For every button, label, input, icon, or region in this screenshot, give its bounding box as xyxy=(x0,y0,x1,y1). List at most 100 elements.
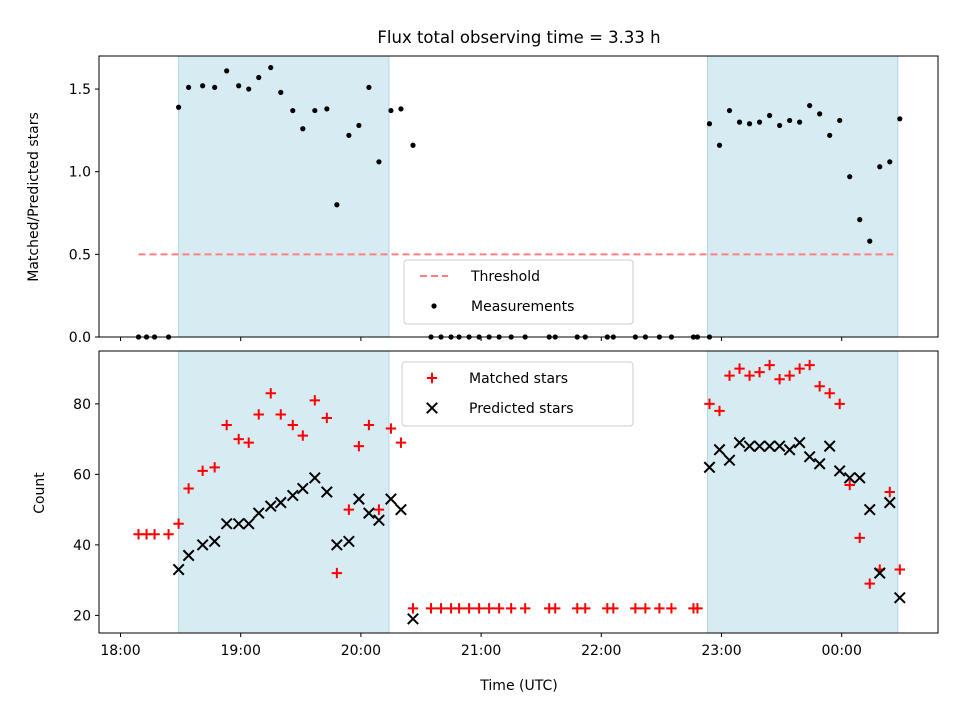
matched-stars-point xyxy=(265,388,276,399)
matched-stars-point xyxy=(183,483,194,494)
matched-stars-point xyxy=(834,398,845,410)
predicted-stars-point xyxy=(743,440,756,453)
matched-stars-point xyxy=(844,479,855,491)
matched-stars-point xyxy=(275,409,286,420)
y-tick-label: 80 xyxy=(73,397,91,413)
matched-stars-point xyxy=(764,359,775,371)
axes-frame xyxy=(98,55,939,338)
matched-stars-point xyxy=(343,504,355,515)
predicted-stars-point xyxy=(264,500,277,513)
matched-stars-point xyxy=(784,370,795,381)
matched-stars-point xyxy=(692,603,703,614)
legend-label: Predicted stars xyxy=(469,401,574,417)
predicted-stars-point xyxy=(733,436,746,449)
matched-stars-point xyxy=(754,366,765,378)
x-tick-label: 20:00 xyxy=(341,643,381,659)
predicted-stars-point xyxy=(373,514,385,527)
matched-stars-point xyxy=(884,486,895,498)
y-tick-label: 1.5 xyxy=(69,82,91,98)
matched-stars-point xyxy=(473,603,485,614)
measurements-point xyxy=(186,84,192,91)
axes-frame xyxy=(98,350,939,634)
matched-stars-point xyxy=(666,603,677,614)
matched-stars-point xyxy=(173,518,184,529)
measurements-point xyxy=(300,126,306,132)
legend-box xyxy=(403,259,634,325)
predicted-stars-point xyxy=(385,493,397,505)
matched-stars-point xyxy=(163,529,174,540)
observing-span xyxy=(178,350,390,634)
matched-stars-point xyxy=(794,363,805,374)
matched-stars-point xyxy=(463,603,475,614)
y-tick-label: 1.0 xyxy=(69,165,91,181)
matched-stars-point xyxy=(253,409,264,420)
measurements-point xyxy=(236,83,242,89)
measurements-point xyxy=(246,86,252,92)
matched-stars-point xyxy=(580,603,591,614)
predicted-stars-point xyxy=(793,436,806,449)
matched-stars-point xyxy=(640,603,651,614)
legend: Matched stars Predicted stars xyxy=(401,361,634,427)
legend-box xyxy=(401,361,634,427)
predicted-stars-point xyxy=(823,440,836,453)
matched-stars-point xyxy=(321,412,333,424)
predicted-stars-point xyxy=(296,482,309,495)
predicted-stars-point xyxy=(863,503,876,516)
matched-stars-point xyxy=(197,465,208,477)
measurements-point xyxy=(706,121,713,127)
matched-stars-point xyxy=(864,578,875,589)
matched-stars-point xyxy=(824,388,835,399)
x-tick-label: 23:00 xyxy=(701,643,741,659)
measurements-point xyxy=(212,84,218,91)
predicted-stars-point xyxy=(208,535,221,548)
predicted-stars-point xyxy=(853,471,866,484)
measurements-point xyxy=(756,119,763,125)
matched-stars-point xyxy=(221,419,232,431)
measurements-point xyxy=(398,106,404,112)
predicted-stars-point xyxy=(330,538,343,551)
chart-title: Flux total observing time = 3.33 h xyxy=(377,28,660,47)
measurements-point xyxy=(797,119,803,125)
predicted-stars-point xyxy=(883,496,896,509)
matched-stars-point xyxy=(814,381,825,392)
measurements-point xyxy=(867,238,873,244)
predicted-stars-point xyxy=(363,507,375,520)
measurements-point xyxy=(346,132,352,138)
predicted-stars-point xyxy=(286,489,299,502)
legend-marker xyxy=(431,303,437,309)
matched-stars-point xyxy=(453,603,465,614)
matched-stars-point xyxy=(407,603,419,614)
predicted-stars-point xyxy=(395,503,407,516)
measurements-point xyxy=(776,122,783,129)
measurements-point xyxy=(787,117,793,124)
measurements-point xyxy=(716,142,723,148)
predicted-stars-point xyxy=(723,454,736,467)
predicted-stars-point xyxy=(893,591,906,604)
y-tick-label: 0.5 xyxy=(69,247,91,263)
matched-stars-point xyxy=(519,603,531,614)
measurements-point xyxy=(356,122,362,129)
matched-stars-point xyxy=(714,405,725,417)
matched-stars-point xyxy=(493,603,505,614)
predicted-stars-point xyxy=(843,471,856,484)
matched-stars-point xyxy=(744,370,755,381)
bottom-panel: 20 40 60 80 18:00 19:00 20:00 21:00 22:00 23:00 00… xyxy=(73,350,939,659)
predicted-stars-point xyxy=(182,549,195,562)
legend-marker xyxy=(426,402,438,414)
predicted-stars-point xyxy=(232,517,245,530)
measurements-point xyxy=(736,119,743,125)
measurements-point xyxy=(256,74,262,81)
y-tick-label: 60 xyxy=(73,467,91,483)
predicted-stars-point xyxy=(713,443,726,456)
measurements-point xyxy=(807,102,813,109)
predicted-stars-point xyxy=(703,461,716,474)
matched-stars-point xyxy=(630,603,641,614)
matched-stars-point xyxy=(309,395,321,406)
legend: Threshold Measurements xyxy=(403,259,634,325)
predicted-stars-point xyxy=(342,535,355,548)
predicted-stars-point xyxy=(753,440,766,453)
predicted-stars-point xyxy=(833,464,846,477)
measurements-point xyxy=(268,64,274,71)
measurements-point xyxy=(388,107,394,114)
